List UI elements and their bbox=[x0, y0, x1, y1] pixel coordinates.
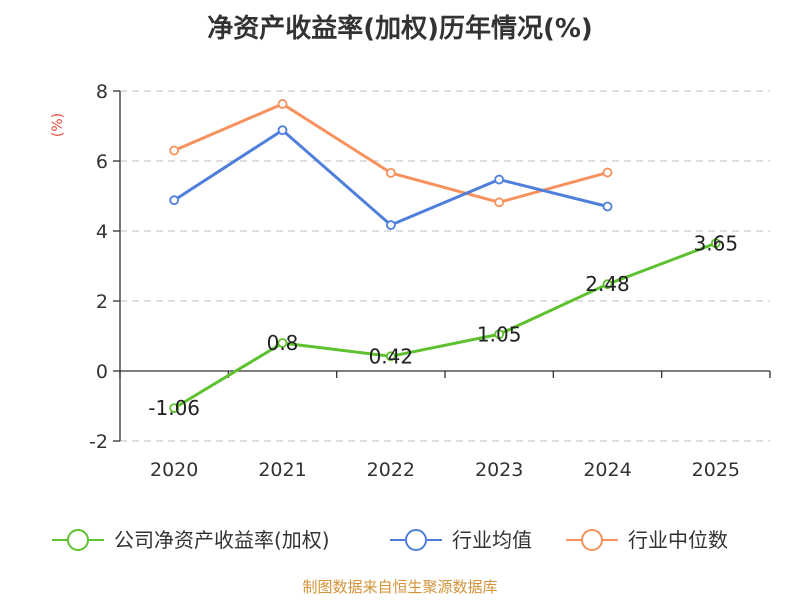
legend: 公司净资产收益率(加权) 行业均值 行业中位数 bbox=[52, 528, 728, 552]
data-point bbox=[494, 329, 505, 340]
y-axis-ticks: -2 0 2 4 6 8 bbox=[89, 81, 120, 453]
y-tick-label: 0 bbox=[96, 361, 108, 383]
data-point bbox=[169, 145, 180, 156]
x-tick-label: 2021 bbox=[258, 459, 306, 481]
data-point bbox=[277, 338, 288, 348]
data-point bbox=[494, 174, 505, 185]
data-point bbox=[169, 403, 180, 414]
legend-marker bbox=[405, 529, 427, 551]
legend-marker bbox=[581, 529, 603, 551]
grid-lines bbox=[120, 90, 770, 442]
axes bbox=[119, 91, 771, 441]
series-line bbox=[173, 102, 608, 204]
series-line bbox=[173, 241, 717, 410]
x-tick-label: 2020 bbox=[150, 459, 198, 481]
data-point bbox=[602, 279, 613, 290]
data-label: -1.06 bbox=[148, 396, 200, 420]
x-tick-label: 2023 bbox=[475, 459, 523, 481]
y-tick-label: 4 bbox=[96, 221, 108, 243]
x-tick-label: 2024 bbox=[583, 459, 631, 481]
data-point bbox=[277, 99, 288, 109]
legend-label: 行业均值 bbox=[452, 528, 532, 552]
chart-title: 净资产收益率(加权)历年情况(%) bbox=[207, 13, 593, 44]
data-label: 0.42 bbox=[369, 344, 414, 368]
data-labels: -1.06 0.8 0.42 1.05 2.48 3.65 bbox=[148, 231, 738, 420]
data-label: 2.48 bbox=[585, 272, 630, 296]
series-group bbox=[169, 99, 721, 414]
data-label: 1.05 bbox=[477, 322, 522, 346]
data-point bbox=[385, 351, 396, 362]
y-tick-label: -2 bbox=[89, 431, 108, 453]
data-point bbox=[385, 167, 396, 178]
data-label: 0.8 bbox=[267, 331, 299, 355]
data-point bbox=[710, 238, 721, 249]
source-note: 制图数据来自恒生聚源数据库 bbox=[302, 578, 497, 596]
y-axis-unit-label: (%) bbox=[50, 113, 66, 137]
x-tick-label: 2025 bbox=[692, 459, 740, 481]
y-tick-label: 2 bbox=[96, 291, 108, 313]
legend-marker bbox=[67, 529, 89, 551]
data-point bbox=[169, 195, 180, 206]
legend-label: 公司净资产收益率(加权) bbox=[114, 528, 330, 552]
y-tick-label: 8 bbox=[96, 81, 108, 103]
x-axis-ticks: 2020 2021 2022 2023 2024 2025 bbox=[150, 459, 740, 481]
y-tick-label: 6 bbox=[96, 151, 108, 173]
data-label: 3.65 bbox=[694, 231, 739, 255]
data-point bbox=[277, 125, 288, 136]
data-point bbox=[385, 220, 396, 230]
data-point bbox=[602, 201, 613, 212]
x-tick-label: 2022 bbox=[367, 459, 415, 481]
data-point bbox=[602, 167, 613, 178]
data-point bbox=[494, 197, 505, 208]
legend-label: 行业中位数 bbox=[628, 528, 728, 552]
